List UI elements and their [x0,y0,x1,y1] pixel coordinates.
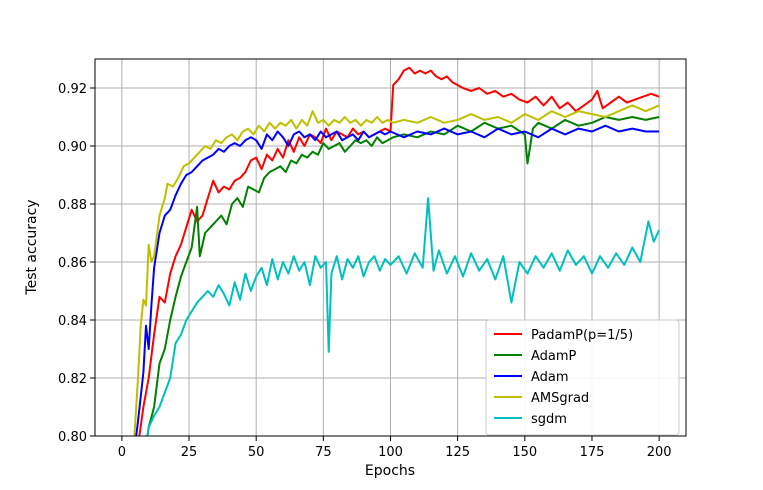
x-tick-label: 175 [580,445,605,460]
x-tick-label: 75 [315,445,332,460]
x-tick-label: 125 [445,445,470,460]
legend-label: AMSgrad [531,391,589,406]
series-line-adam [135,124,660,436]
y-axis-ticks: 0.80 0.82 0.84 0.86 0.88 0.90 0.92 [58,82,95,445]
x-tick-label: 0 [118,445,126,460]
y-tick-label: 0.82 [58,372,87,387]
x-tick-label: 25 [181,445,198,460]
series-lines [133,66,661,436]
legend-label: PadamP(p=1/5) [531,328,633,343]
legend-label: Adam [531,370,569,385]
y-tick-label: 0.86 [58,256,87,271]
y-tick-label: 0.84 [58,314,87,329]
series-line-amsgrad [133,104,660,436]
y-tick-label: 0.92 [58,82,87,97]
legend-label: sgdm [531,412,567,427]
x-tick-label: 200 [647,445,672,460]
y-tick-label: 0.90 [58,140,87,155]
series-line-sgdm [146,197,661,436]
y-axis-label: Test accuracy [24,199,40,295]
x-axis-label: Epochs [365,463,415,479]
plot-area [133,66,661,436]
x-tick-label: 150 [512,445,537,460]
legend: PadamP(p=1/5) AdamP Adam AMSgrad sgdm [485,319,680,436]
y-tick-label: 0.80 [58,430,87,445]
legend-label: AdamP [531,349,577,364]
series-line-adamp [146,116,660,436]
legend-box [485,319,680,436]
x-tick-label: 100 [378,445,403,460]
y-tick-label: 0.88 [58,198,87,213]
x-axis-ticks: 0 25 50 75 100 125 150 175 200 [118,436,672,460]
x-tick-label: 50 [248,445,265,460]
